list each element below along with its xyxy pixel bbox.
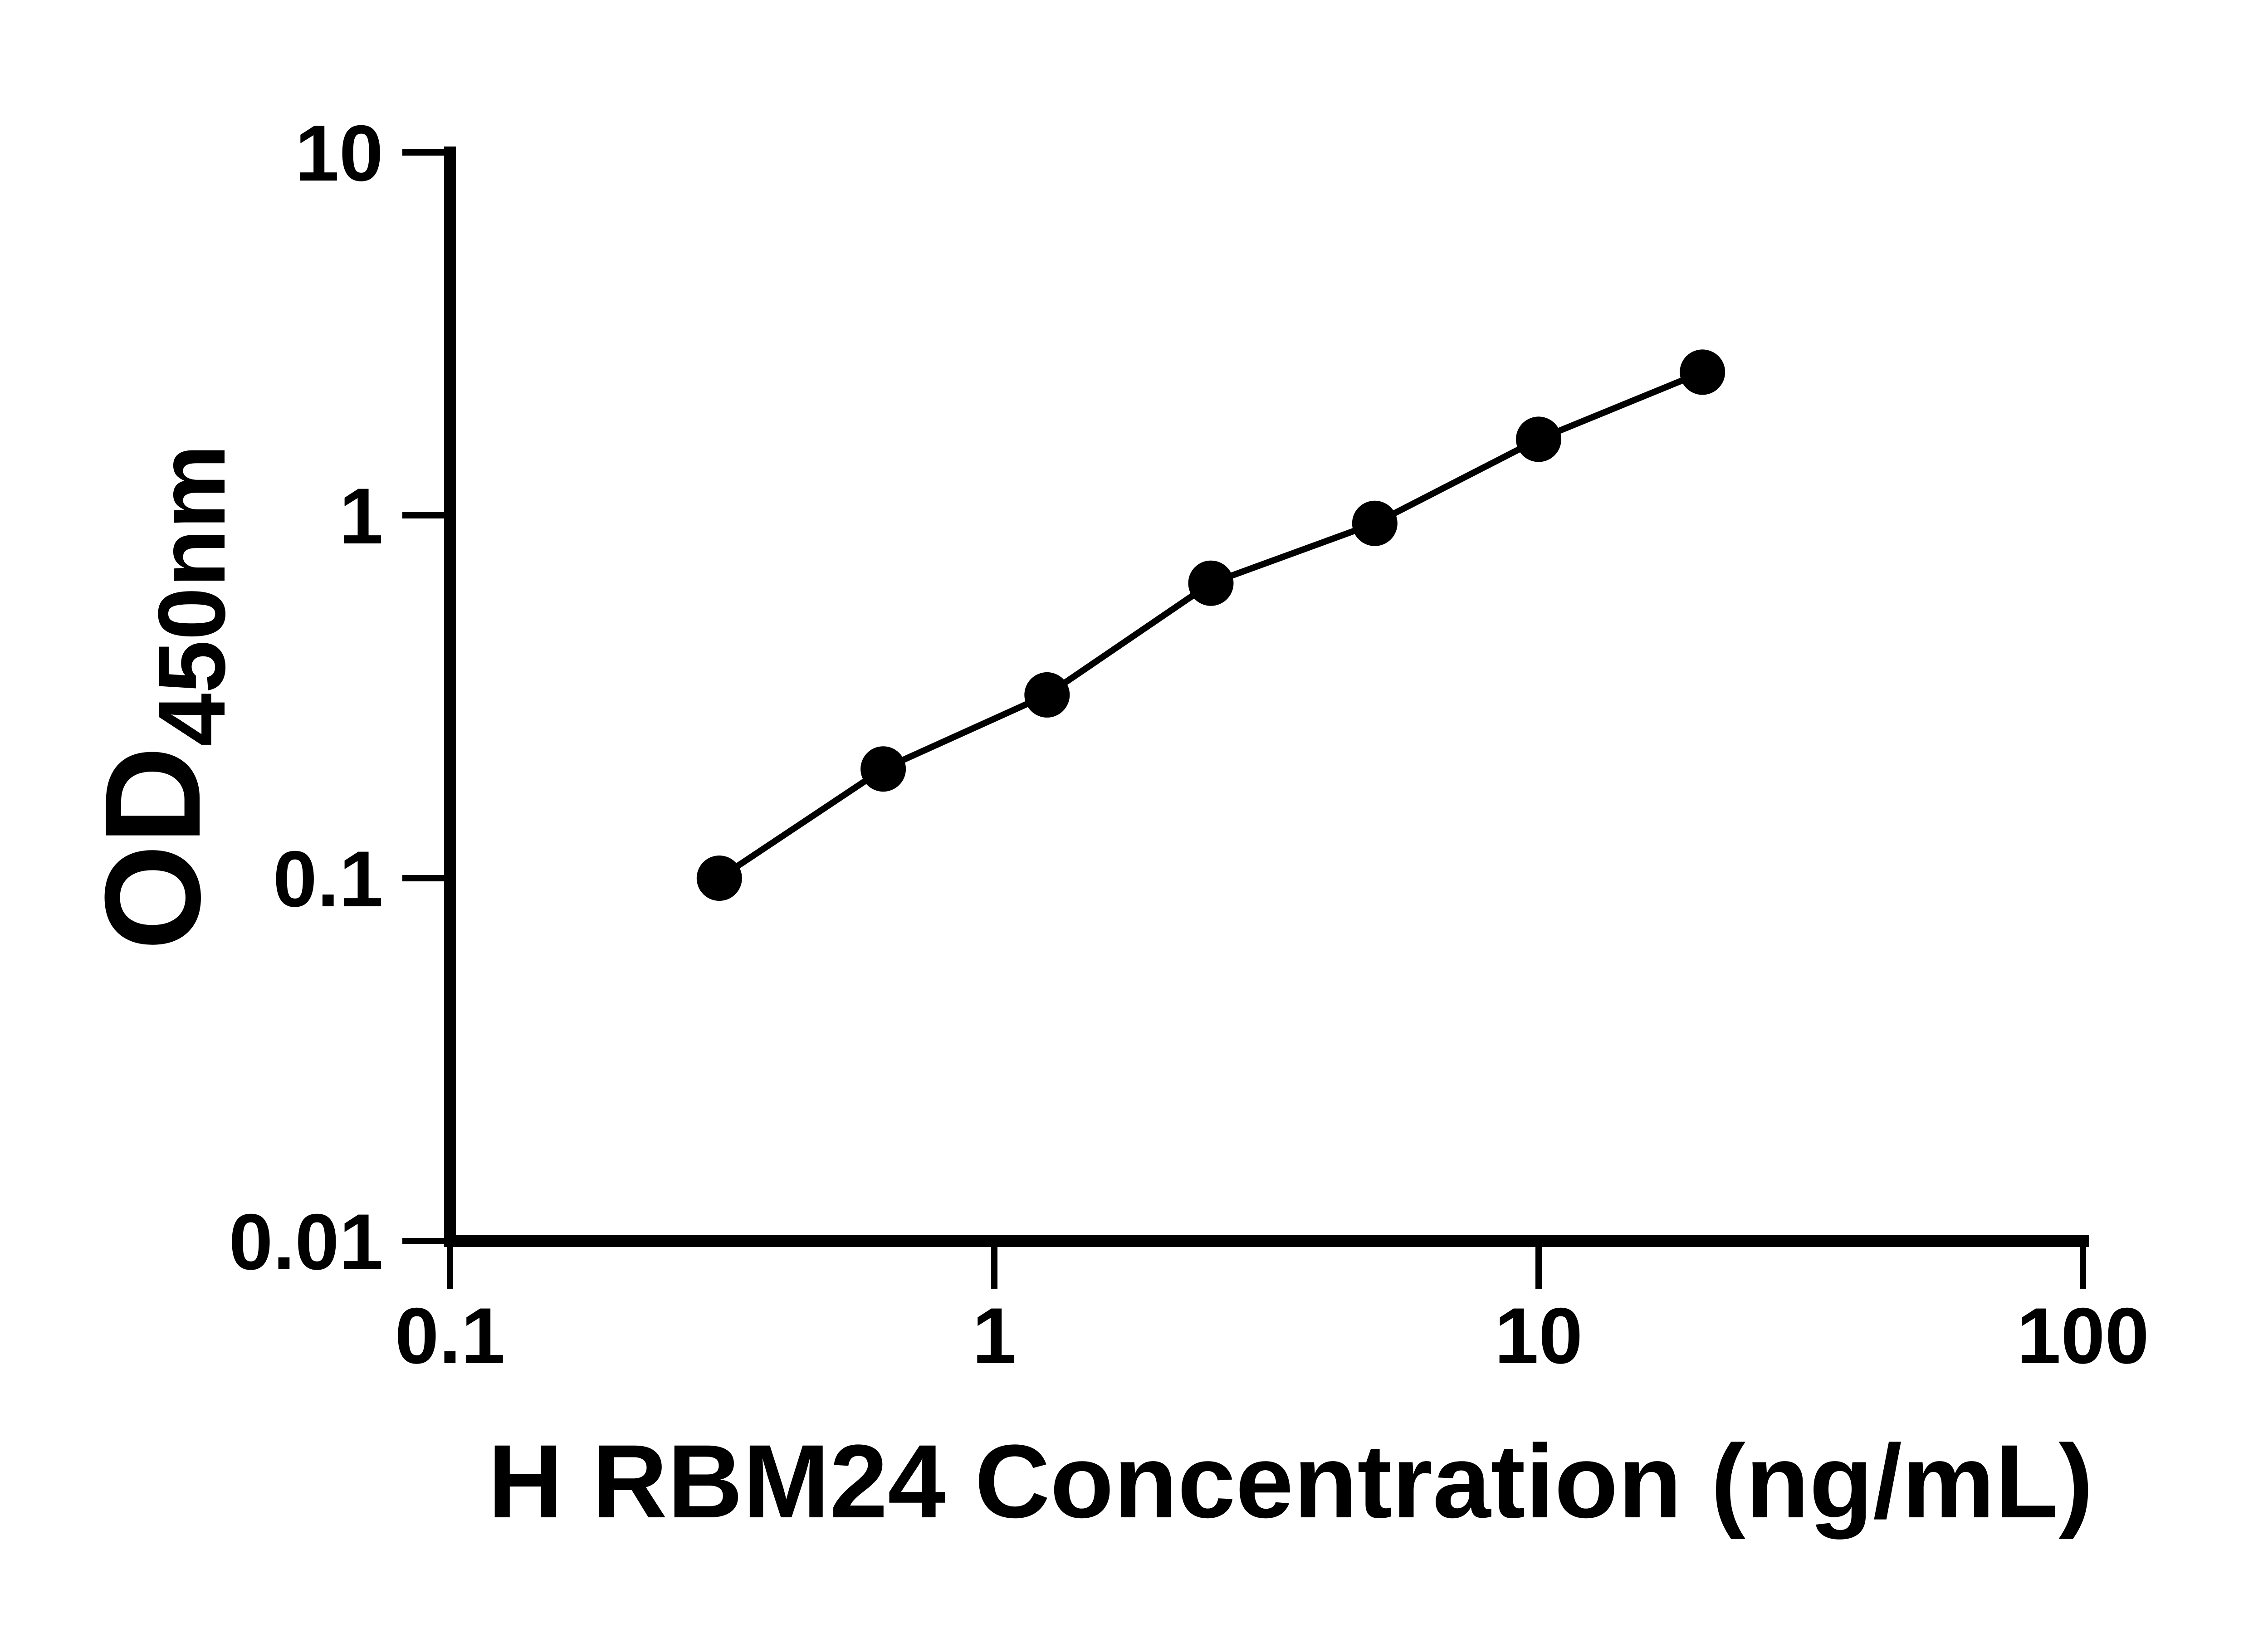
x-tick-label: 10	[1495, 1292, 1583, 1380]
y-tick-label: 0.01	[229, 1198, 383, 1286]
data-point	[1188, 560, 1234, 606]
y-tick-label: 0.1	[273, 835, 383, 924]
data-point	[696, 856, 742, 901]
data-point	[1024, 672, 1070, 718]
data-point	[860, 746, 906, 792]
y-axis-title-sub: 450nm	[138, 445, 245, 746]
data-point	[1516, 416, 1561, 462]
y-axis-title-main: OD	[76, 746, 229, 950]
x-tick-label: 0.1	[395, 1292, 505, 1380]
x-tick-label: 1	[972, 1292, 1016, 1380]
x-axis-title: H RBM24 Concentration (ng/mL)	[488, 1423, 2093, 1540]
y-axis-title: OD450nm	[76, 445, 245, 950]
data-point	[1680, 349, 1725, 395]
x-tick-label: 100	[2017, 1292, 2149, 1380]
y-tick-label: 10	[295, 109, 383, 198]
y-tick-label: 1	[339, 472, 383, 561]
data-point	[1352, 500, 1398, 546]
